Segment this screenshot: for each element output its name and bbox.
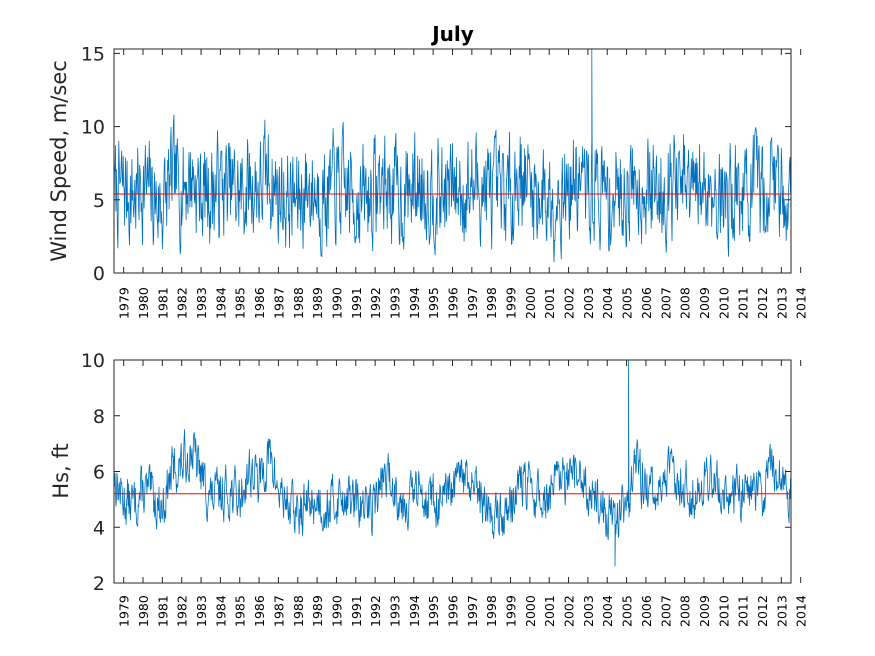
wind-speed-panel: July 0 5 10 15 1979 1980 1981 1982 1983 1984 1985… <box>47 22 809 319</box>
wave-height-xtick-label: 1996 <box>446 595 461 627</box>
wind-speed-xtick-label: 1992 <box>368 287 383 319</box>
wind-speed-xtick-label: 1998 <box>484 287 499 319</box>
wave-height-xtick-label: 1983 <box>194 595 209 627</box>
wave-height-xtick-label: 2006 <box>639 595 654 627</box>
wave-height-ytick-label: 2 <box>93 573 105 595</box>
wave-height-xtick-label: 1997 <box>465 595 480 627</box>
wind-speed-xtick-label: 2011 <box>736 287 751 319</box>
wind-speed-plot-area <box>113 48 792 263</box>
wind-speed-xtick-label: 2006 <box>639 287 654 319</box>
wave-height-ytick-label: 10 <box>81 350 105 372</box>
wave-height-ylabel: Hs, ft <box>49 443 73 498</box>
wave-height-xtick-label: 1993 <box>387 595 402 627</box>
wave-height-xtick-label: 2005 <box>620 595 635 627</box>
wave-height-xtick-label: 2013 <box>774 595 789 627</box>
wave-height-ytick-label: 4 <box>93 517 105 539</box>
wind-speed-xtick-label: 1988 <box>291 287 306 319</box>
wind-speed-xtick-label: 2013 <box>774 287 789 319</box>
wave-height-xtick-label: 1995 <box>426 595 441 627</box>
wind-speed-ytick-label: 5 <box>93 190 105 212</box>
wind-speed-y-ticks: 0 5 10 15 <box>81 43 791 285</box>
wind-speed-xtick-label: 1979 <box>117 287 132 319</box>
wind-speed-xtick-label: 1981 <box>155 287 170 319</box>
wind-speed-ytick-label: 10 <box>81 117 105 139</box>
wave-height-xtick-label: 2011 <box>736 595 751 627</box>
wave-height-y-ticks: 2 4 6 8 10 <box>81 350 791 595</box>
wind-speed-xtick-label: 1999 <box>504 287 519 319</box>
wind-speed-xtick-label: 1986 <box>252 287 267 319</box>
wind-speed-series-line <box>113 48 792 263</box>
wind-speed-ytick-label: 15 <box>81 43 105 65</box>
wave-height-xtick-label: 2014 <box>794 595 809 627</box>
wind-speed-xtick-label: 1983 <box>194 287 209 319</box>
wind-speed-xtick-label: 2001 <box>542 287 557 319</box>
wave-height-xtick-label: 1994 <box>407 595 422 627</box>
wave-height-xtick-label: 1979 <box>117 595 132 627</box>
wind-speed-xtick-label: 1994 <box>407 287 422 319</box>
wave-height-xtick-label: 2000 <box>523 595 538 627</box>
wind-speed-xtick-label: 2004 <box>600 287 615 319</box>
wind-speed-xtick-label: 2003 <box>581 287 596 319</box>
wave-height-ytick-label: 8 <box>93 406 105 428</box>
wind-speed-xtick-label: 2012 <box>755 287 770 319</box>
wave-height-xtick-label: 1990 <box>329 595 344 627</box>
wind-speed-ylabel: Wind Speed, m/sec <box>47 60 71 262</box>
wind-speed-xtick-label: 2005 <box>620 287 635 319</box>
wave-height-series-line <box>113 359 792 567</box>
wave-height-xtick-label: 2012 <box>755 595 770 627</box>
wave-height-xtick-label: 2001 <box>542 595 557 627</box>
wave-height-axes-box <box>113 359 792 584</box>
wind-speed-xtick-label: 2008 <box>678 287 693 319</box>
wind-speed-xtick-label: 1991 <box>349 287 364 319</box>
wind-speed-xtick-label: 1990 <box>329 287 344 319</box>
wave-height-xtick-label: 2008 <box>678 595 693 627</box>
wave-height-xtick-label: 2004 <box>600 595 615 627</box>
wave-height-plot-area <box>113 359 792 567</box>
wind-speed-xtick-label: 1982 <box>175 287 190 319</box>
wind-speed-xtick-label: 2007 <box>658 287 673 319</box>
wave-height-xtick-label: 1985 <box>233 595 248 627</box>
wave-height-xtick-label: 1981 <box>155 595 170 627</box>
wave-height-xtick-label: 1986 <box>252 595 267 627</box>
wind-speed-ytick-label: 0 <box>93 263 105 285</box>
wave-height-xtick-label: 1980 <box>136 595 151 627</box>
wind-speed-xtick-label: 1997 <box>465 287 480 319</box>
wind-speed-xtick-label: 1985 <box>233 287 248 319</box>
wave-height-xtick-label: 1989 <box>310 595 325 627</box>
wind-speed-xtick-label: 2009 <box>697 287 712 319</box>
wind-speed-xtick-label: 1987 <box>271 287 286 319</box>
wind-speed-x-ticks: 1979 1980 1981 1982 1983 1984 1985 1986 1987 1988… <box>117 49 809 319</box>
wind-speed-xtick-label: 1995 <box>426 287 441 319</box>
wind-speed-xtick-label: 1996 <box>446 287 461 319</box>
wind-speed-xtick-label: 2000 <box>523 287 538 319</box>
wind-speed-xtick-label: 1980 <box>136 287 151 319</box>
wave-height-xtick-label: 1998 <box>484 595 499 627</box>
wind-speed-xtick-label: 2014 <box>794 287 809 319</box>
wind-speed-xtick-label: 2010 <box>716 287 731 319</box>
wave-height-x-ticks: 1979 1980 1981 1982 1983 1984 1985 1986 1987 1988… <box>117 360 809 627</box>
wave-height-xtick-label: 1982 <box>175 595 190 627</box>
wave-height-xtick-label: 2007 <box>658 595 673 627</box>
wind-speed-xtick-label: 2002 <box>562 287 577 319</box>
wave-height-xtick-label: 2002 <box>562 595 577 627</box>
chart-title: July <box>430 22 474 46</box>
wave-height-xtick-label: 1987 <box>271 595 286 627</box>
wind-speed-xtick-label: 1989 <box>310 287 325 319</box>
wave-height-xtick-label: 2009 <box>697 595 712 627</box>
wave-height-xtick-label: 1991 <box>349 595 364 627</box>
wave-height-xtick-label: 1988 <box>291 595 306 627</box>
wave-height-xtick-label: 2010 <box>716 595 731 627</box>
wave-height-xtick-label: 1984 <box>213 595 228 627</box>
wave-height-xtick-label: 1992 <box>368 595 383 627</box>
wave-height-xtick-label: 1999 <box>504 595 519 627</box>
wave-height-xtick-label: 2003 <box>581 595 596 627</box>
wave-height-ytick-label: 6 <box>93 462 105 484</box>
wind-speed-xtick-label: 1993 <box>387 287 402 319</box>
wind-speed-xtick-label: 1984 <box>213 287 228 319</box>
